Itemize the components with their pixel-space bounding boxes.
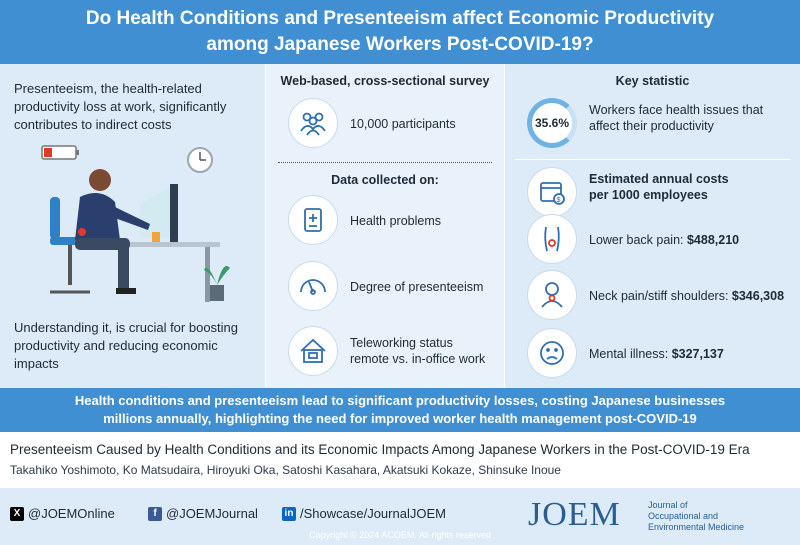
footer: X @JOEMOnline f @JOEMJournal in /Showcas…	[0, 488, 800, 545]
cost-lower-back: Lower back pain: $488,210	[589, 232, 739, 248]
section-divider	[515, 159, 790, 160]
key-statistic-title: Key statistic	[615, 74, 690, 88]
back-pain-icon	[527, 214, 577, 264]
cost-neck-shoulders: Neck pain/stiff shoulders: $346,308	[589, 288, 784, 304]
teleworking-detail: remote vs. in-office work	[350, 352, 486, 366]
costs-title-line2: per 1000 employees	[589, 188, 708, 202]
cost-mental-value: $327,137	[671, 347, 724, 361]
survey-title: Web-based, cross-sectional survey	[280, 74, 490, 88]
data-collected-title: Data collected on:	[331, 173, 439, 187]
costs-title: Estimated annual costs per 1000 employee…	[589, 171, 729, 203]
mental-illness-icon	[527, 328, 577, 378]
journal-full-name: Journal of Occupational and Environmenta…	[648, 500, 788, 533]
twitter-handle: @JOEMOnline	[28, 506, 115, 521]
calendar-cost-icon: $	[527, 167, 577, 217]
gauge-icon	[288, 261, 338, 311]
banner-line1: Health conditions and presenteeism lead …	[74, 393, 726, 408]
infographic-header: Do Health Conditions and Presenteeism af…	[0, 0, 800, 64]
article-title: Presenteeism Caused by Health Conditions…	[10, 442, 750, 457]
article-authors: Takahiko Yoshimoto, Ko Matsudaira, Hiroy…	[10, 463, 561, 477]
item-teleworking: Teleworking status remote vs. in-office …	[350, 335, 485, 367]
item-health-problems: Health problems	[350, 214, 442, 228]
home-office-icon	[288, 326, 338, 376]
header-title-line2: among Japanese Workers Post-COVID-19?	[206, 34, 594, 55]
svg-text:$: $	[557, 197, 561, 204]
worker-at-desk-illustration	[41, 145, 230, 302]
journal-name-line2: Occupational and	[648, 511, 719, 521]
key-statistic-value: 35.6%	[534, 116, 570, 130]
facebook-icon: f	[148, 506, 162, 521]
key-statistic-ring: 35.6%	[527, 98, 577, 148]
linkedin-icon: in	[282, 506, 296, 521]
joem-logo: JOEM	[528, 496, 621, 533]
participants-icon	[288, 98, 338, 148]
section-divider	[278, 162, 492, 163]
intro-text: Presenteeism, the health-related product…	[14, 81, 227, 132]
right-panel: Key statistic 35.6% Workers face health …	[505, 64, 800, 388]
citation-block: Presenteeism Caused by Health Conditions…	[0, 432, 800, 488]
journal-name-line1: Journal of	[648, 500, 688, 510]
facebook-handle: @JOEMJournal	[166, 506, 258, 521]
header-title-line1: Do Health Conditions and Presenteeism af…	[85, 8, 715, 29]
participants-count: 10,000 participants	[350, 117, 456, 131]
facebook-link[interactable]: f @JOEMJournal	[148, 506, 258, 521]
cost-mental-label: Mental illness:	[589, 347, 672, 361]
cost-neck-label: Neck pain/stiff shoulders:	[589, 289, 732, 303]
linkedin-handle: /Showcase/JournalJOEM	[300, 506, 446, 521]
cost-mental-illness: Mental illness: $327,137	[589, 346, 724, 362]
left-panel: Presenteeism, the health-related product…	[0, 64, 265, 388]
linkedin-link[interactable]: in /Showcase/JournalJOEM	[282, 506, 446, 521]
x-twitter-icon: X	[10, 506, 24, 521]
cost-lower-back-value: $488,210	[686, 233, 740, 247]
neck-pain-icon	[527, 270, 577, 320]
journal-name-line3: Environmental Medicine	[648, 522, 745, 532]
conclusion-text: Understanding it, is crucial for boostin…	[14, 320, 239, 371]
cost-lower-back-label: Lower back pain:	[589, 233, 687, 247]
item-degree-presenteeism: Degree of presenteeism	[350, 280, 484, 294]
twitter-link[interactable]: X @JOEMOnline	[10, 506, 115, 521]
key-statistic-text: Workers face health issues that affect t…	[589, 103, 764, 133]
copyright-text: Copyright © 2024 ACOEM. All rights reser…	[309, 530, 491, 540]
cost-neck-value: $346,308	[731, 289, 785, 303]
summary-banner: Health conditions and presenteeism lead …	[0, 388, 800, 432]
costs-title-line1: Estimated annual costs	[589, 172, 729, 186]
teleworking-label: Teleworking status	[350, 336, 453, 350]
middle-panel: Web-based, cross-sectional survey 10,000…	[265, 64, 505, 388]
banner-line2: millions annually, highlighting the need…	[103, 411, 697, 426]
clipboard-icon	[288, 195, 338, 245]
